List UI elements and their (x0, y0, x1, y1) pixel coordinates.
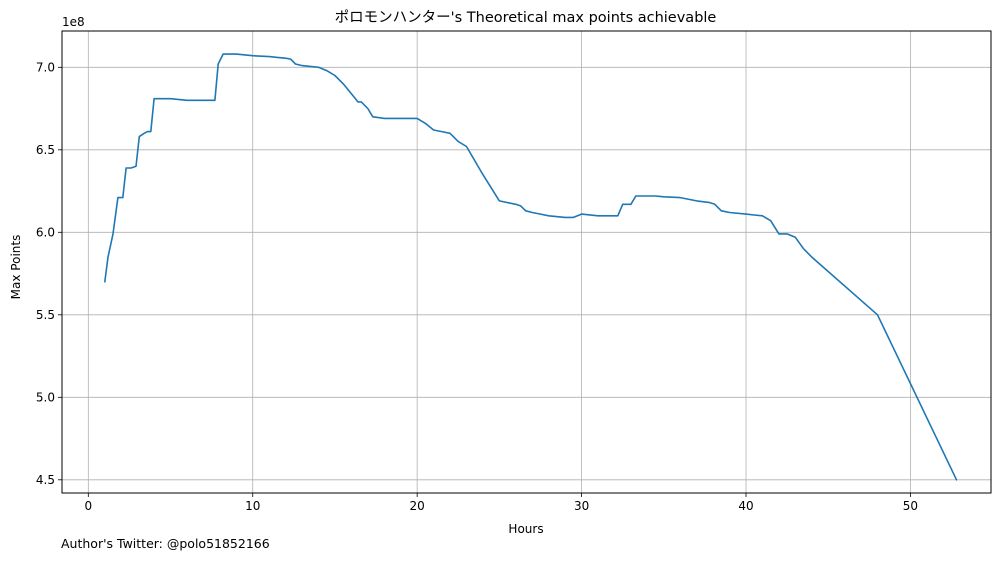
y-tick-label: 7.0 (36, 60, 55, 74)
chart-title: ポロモンハンター's Theoretical max points achiev… (335, 9, 717, 26)
y-tick-label: 5.5 (36, 308, 55, 322)
series-line (104, 53, 958, 481)
y-tick-label: 5.0 (36, 390, 55, 404)
y-tick-label: 6.5 (36, 143, 55, 157)
x-tick-label: 20 (410, 499, 425, 513)
author-note: Author's Twitter: @polo51852166 (61, 536, 270, 551)
x-tick-label: 0 (84, 499, 92, 513)
x-tick-label: 40 (738, 499, 753, 513)
x-tick-label: 10 (245, 499, 260, 513)
y-tick-label: 6.0 (36, 225, 55, 239)
y-axis-offset-label: 1e8 (62, 15, 85, 29)
y-axis-title: Max Points (9, 235, 23, 300)
y-tick-label: 4.5 (36, 473, 55, 487)
x-tick-label: 30 (574, 499, 589, 513)
series-lines (104, 53, 958, 481)
grid-lines (62, 31, 991, 493)
axis-ticks: 0 10 20 30 40 50 4.5 5.0 5.5 6.0 6.5 7.0 (36, 60, 918, 513)
x-axis-title: Hours (508, 522, 543, 536)
plot-frame (61, 30, 992, 494)
x-tick-label: 50 (903, 499, 918, 513)
